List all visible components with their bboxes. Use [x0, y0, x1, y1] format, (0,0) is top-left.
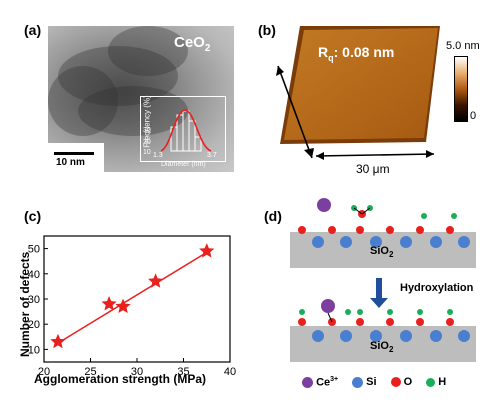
defects-chart: 20 25 30 35 40 10 20 30 40 50 [28, 235, 236, 378]
legend-item-h: H [426, 376, 446, 389]
chart-xlabel: Agglomeration strength (MPa) [34, 372, 207, 386]
inset-ytick: 20 [143, 139, 151, 146]
afm-dimension: 30 μm [356, 162, 390, 176]
data-point-star [101, 296, 117, 311]
scale-bar-background [48, 143, 104, 172]
h-dot-icon [426, 377, 436, 387]
fit-line [57, 251, 208, 344]
o-dot-icon [390, 377, 401, 388]
material-label: CeO2 [174, 34, 211, 54]
y-tick-label: 20 [28, 319, 40, 331]
inset-xtick: 1.3 [153, 152, 163, 159]
substrate-label-top: SiO2 [370, 245, 394, 260]
si-dot-icon [352, 376, 364, 388]
x-tick-label: 20 [38, 366, 50, 378]
scale-bar-label: 10 nm [56, 157, 85, 168]
size-distribution-inset: Frequency (%) 30 20 10 1.3 3.7 Diameter … [140, 95, 226, 168]
data-point-star [115, 298, 131, 313]
inset-xtick: 3.7 [207, 152, 217, 159]
x-tick-label: 35 [177, 366, 189, 378]
hydroxylation-label: Hydroxylation [400, 282, 474, 294]
y-tick-label: 10 [28, 344, 40, 356]
panel-c-letter: (c) [24, 208, 42, 224]
x-tick-label: 30 [131, 366, 143, 378]
legend-item-si: Si [352, 376, 377, 389]
legend-item-ce: Ce3+ [302, 376, 338, 389]
hydroxylation-diagram [290, 198, 476, 362]
x-tick-label: 25 [84, 366, 96, 378]
y-tick-label: 50 [28, 244, 40, 256]
chart-ylabel: Number of defects [18, 251, 32, 357]
height-colorbar [454, 56, 468, 122]
data-point-star [199, 243, 215, 258]
scale-bar [54, 152, 94, 155]
y-tick-label: 30 [28, 294, 40, 306]
data-point-star [148, 273, 164, 288]
panel-a-letter: (a) [24, 22, 42, 38]
colorbar-min: 0 [470, 110, 477, 122]
inset-ytick: 10 [143, 149, 151, 156]
colorbar-max: 5.0 nm [446, 40, 480, 52]
substrate-label-bottom: SiO2 [370, 340, 394, 355]
y-tick-label: 40 [28, 269, 40, 281]
data-point-star [50, 333, 66, 349]
inset-xlabel: Diameter (nm) [161, 161, 206, 168]
legend-item-o: O [390, 376, 412, 389]
inset-ytick: 30 [143, 127, 151, 134]
roughness-label: Rq: 0.08 nm [318, 44, 395, 63]
panel-d-letter: (d) [264, 208, 282, 224]
ce-dot-icon [302, 377, 313, 389]
x-tick-label: 40 [224, 366, 236, 378]
tem-image: CeO2 10 nm Frequency (%) 30 20 10 1.3 3.… [48, 26, 234, 172]
afm-surface [276, 26, 440, 160]
panel-b-letter: (b) [258, 22, 276, 38]
element-legend: Ce3+ Si O H [302, 376, 446, 389]
